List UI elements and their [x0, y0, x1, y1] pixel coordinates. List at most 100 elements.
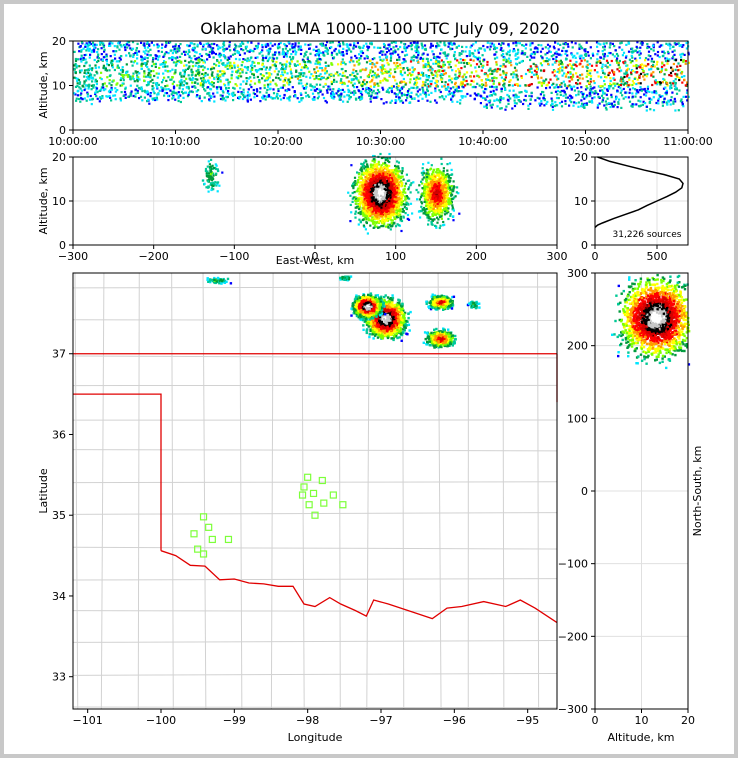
source-density-cell [231, 53, 235, 56]
source-density-cell [235, 84, 239, 87]
source-density-cell [384, 53, 387, 56]
source-density-cell [330, 73, 333, 76]
source-density-cell [210, 67, 213, 70]
source-density-cell [195, 61, 198, 65]
source-density-cell [203, 182, 206, 185]
source-density-cell [265, 55, 268, 58]
source-density-cell [93, 46, 96, 50]
source-density-cell [217, 64, 221, 67]
source-density-cell [576, 79, 580, 82]
source-density-cell [381, 86, 384, 89]
source-density-cell [455, 77, 458, 80]
source-density-cell [625, 69, 628, 72]
source-density-cell [656, 50, 660, 54]
source-density-cell [256, 44, 259, 48]
source-density-cell [665, 57, 669, 60]
source-density-cell [400, 99, 403, 102]
source-density-cell [350, 211, 353, 214]
source-density-cell [450, 98, 453, 101]
source-density-cell [454, 83, 457, 86]
source-density-cell [632, 50, 635, 53]
source-density-cell [128, 41, 131, 44]
source-density-cell [673, 97, 676, 100]
source-density-cell [555, 75, 558, 78]
source-density-cell [84, 43, 87, 46]
source-density-cell [389, 52, 392, 55]
source-density-cell [397, 167, 400, 170]
source-density-cell [177, 45, 180, 48]
source-density-cell [316, 97, 319, 100]
source-density-cell [297, 42, 300, 45]
source-density-cell [591, 101, 594, 104]
source-density-cell [427, 76, 430, 79]
source-density-cell [599, 89, 602, 92]
source-density-cell [207, 178, 211, 181]
source-density-cell [591, 52, 594, 55]
source-density-cell [605, 103, 608, 106]
source-density-cell [643, 87, 646, 91]
source-density-cell [404, 60, 407, 63]
source-density-cell [275, 76, 278, 79]
source-density-cell [204, 89, 207, 92]
source-density-cell [371, 66, 374, 69]
source-density-cell [628, 58, 631, 61]
source-density-cell [298, 72, 301, 75]
source-density-cell [515, 102, 518, 105]
source-density-cell [528, 68, 531, 71]
source-density-cell [681, 70, 684, 74]
source-density-cell [312, 86, 315, 89]
source-density-cell [203, 66, 206, 69]
source-density-cell [157, 56, 160, 59]
source-density-cell [321, 44, 324, 47]
source-density-cell [585, 75, 588, 78]
source-density-cell [122, 94, 125, 97]
source-density-cell [513, 66, 517, 69]
source-density-cell [540, 69, 543, 72]
source-density-cell [263, 84, 266, 87]
source-density-cell [462, 86, 465, 89]
source-density-cell [172, 56, 175, 59]
source-density-cell [550, 91, 553, 94]
source-density-cell [536, 50, 539, 54]
source-density-cell [318, 61, 321, 64]
source-density-cell [601, 69, 604, 72]
source-density-cell [245, 82, 248, 85]
source-density-cell [97, 59, 100, 62]
source-density-cell [208, 55, 211, 58]
source-density-cell [257, 62, 260, 65]
source-density-cell [197, 72, 200, 75]
source-density-cell [427, 93, 430, 96]
source-density-cell [211, 71, 214, 74]
source-density-cell [324, 82, 327, 85]
source-density-cell [436, 75, 439, 78]
source-density-cell [272, 88, 275, 91]
source-density-cell [163, 60, 166, 63]
source-density-cell [408, 197, 411, 200]
source-density-cell [253, 96, 256, 99]
source-density-cell [536, 96, 539, 99]
source-density-cell [609, 105, 612, 109]
source-density-cell [118, 48, 121, 51]
source-density-cell [199, 82, 202, 85]
source-density-cell [681, 45, 684, 48]
source-density-cell [434, 90, 437, 93]
source-density-cell [203, 96, 206, 99]
source-density-cell [505, 105, 508, 108]
source-density-cell [429, 80, 432, 83]
source-density-cell [334, 47, 337, 51]
source-density-cell [612, 77, 615, 80]
source-density-cell [161, 43, 164, 46]
source-density-cell [386, 157, 389, 160]
source-density-cell [399, 66, 402, 69]
source-density-cell [608, 46, 611, 49]
source-density-cell [609, 77, 612, 80]
source-density-cell [201, 84, 204, 87]
source-density-cell [646, 73, 649, 76]
source-density-cell [311, 97, 314, 100]
source-density-cell [299, 74, 302, 77]
source-density-cell [447, 93, 450, 96]
source-density-cell [630, 50, 633, 53]
source-density-cell [223, 48, 226, 51]
source-density-cell [101, 83, 104, 86]
source-density-cell [635, 103, 638, 106]
